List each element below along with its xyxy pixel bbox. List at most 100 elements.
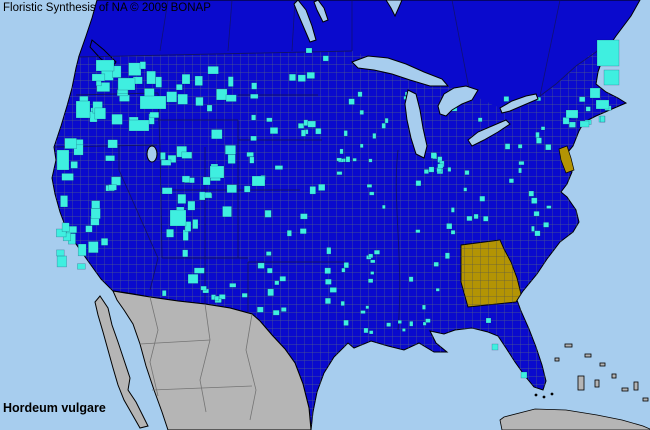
county-marker — [324, 297, 331, 305]
county-marker — [181, 73, 191, 85]
county-marker — [450, 207, 455, 213]
county-marker — [409, 321, 414, 327]
county-marker — [202, 176, 211, 186]
county-marker — [464, 170, 470, 176]
county-marker — [415, 229, 421, 234]
county-marker — [91, 73, 106, 82]
county-marker — [402, 328, 406, 332]
county-marker — [250, 93, 259, 99]
county-marker — [218, 294, 226, 300]
county-marker — [77, 263, 86, 270]
county-marker — [595, 99, 610, 110]
county-marker — [477, 117, 483, 122]
county-marker — [370, 259, 376, 264]
county-marker — [256, 306, 264, 313]
county-marker — [251, 82, 258, 90]
county-marker — [85, 225, 93, 233]
county-marker — [579, 96, 586, 103]
county-marker — [536, 137, 542, 144]
county-marker — [300, 213, 308, 220]
county-marker — [565, 109, 579, 119]
county-marker — [357, 91, 363, 98]
county-marker — [241, 292, 248, 298]
county-marker — [600, 115, 606, 123]
county-marker — [224, 145, 236, 155]
county-marker — [160, 152, 166, 160]
county-marker — [193, 267, 205, 274]
lake-ontario — [499, 93, 539, 114]
county-marker — [307, 120, 316, 128]
county-marker — [90, 208, 101, 219]
county-marker — [340, 300, 345, 306]
county-marker — [94, 107, 106, 120]
county-marker — [166, 91, 178, 103]
county-marker — [528, 190, 535, 197]
county-marker — [264, 209, 272, 218]
county-marker — [381, 122, 386, 129]
county-marker — [479, 195, 486, 202]
county-marker — [146, 70, 156, 85]
bahama-island — [584, 353, 592, 358]
county-marker — [348, 98, 355, 105]
county-marker — [343, 130, 348, 137]
bahama-island — [642, 397, 649, 402]
county-marker — [386, 322, 392, 327]
county-marker — [425, 318, 431, 323]
mexico-state-lines — [139, 296, 257, 421]
county-marker — [504, 143, 511, 150]
county-marker — [483, 215, 489, 222]
county-marker — [167, 154, 177, 163]
county-marker — [503, 96, 510, 102]
county-marker — [370, 271, 375, 275]
county-marker — [161, 187, 173, 195]
county-marker — [435, 288, 440, 292]
county-marker — [211, 129, 223, 140]
county-marker — [343, 319, 349, 326]
county-marker — [267, 288, 274, 297]
county-marker — [128, 62, 142, 76]
county-marker — [112, 65, 122, 78]
county-marker — [309, 186, 316, 195]
county-marker — [579, 120, 590, 128]
county-marker — [272, 309, 280, 316]
county-marker — [269, 127, 279, 135]
county-marker — [73, 144, 84, 156]
county-marker — [184, 221, 192, 232]
county-marker — [589, 87, 601, 99]
county-marker — [274, 280, 280, 286]
baja-california — [94, 295, 149, 429]
county-marker — [382, 204, 386, 210]
county-marker — [326, 247, 332, 255]
county-marker — [61, 173, 74, 181]
county-marker — [111, 113, 123, 125]
county-marker — [279, 276, 287, 282]
county-marker — [444, 252, 450, 259]
county-marker — [249, 156, 255, 164]
county-marker — [535, 131, 540, 139]
county-marker — [182, 249, 189, 258]
county-marker — [139, 61, 146, 70]
county-marker — [64, 137, 77, 149]
county-marker — [169, 209, 187, 227]
county-marker — [322, 55, 329, 62]
county-marker — [56, 228, 67, 238]
county-marker — [227, 154, 236, 164]
county-marker — [397, 320, 402, 324]
county-marker — [345, 156, 351, 163]
lake-winnipegosis — [313, 0, 329, 23]
county-marker — [56, 255, 67, 268]
county-marker — [305, 47, 313, 54]
county-marker — [214, 295, 220, 302]
state-of-delaware — [558, 145, 575, 174]
lake-superior — [351, 55, 450, 87]
county-marker — [117, 77, 136, 91]
county-marker — [225, 94, 237, 102]
county-marker — [568, 121, 576, 128]
county-marker — [266, 267, 273, 274]
county-marker — [266, 117, 273, 123]
county-marker — [517, 144, 523, 149]
county-marker — [216, 88, 228, 101]
county-marker — [341, 267, 346, 273]
lake-huron — [437, 85, 479, 117]
